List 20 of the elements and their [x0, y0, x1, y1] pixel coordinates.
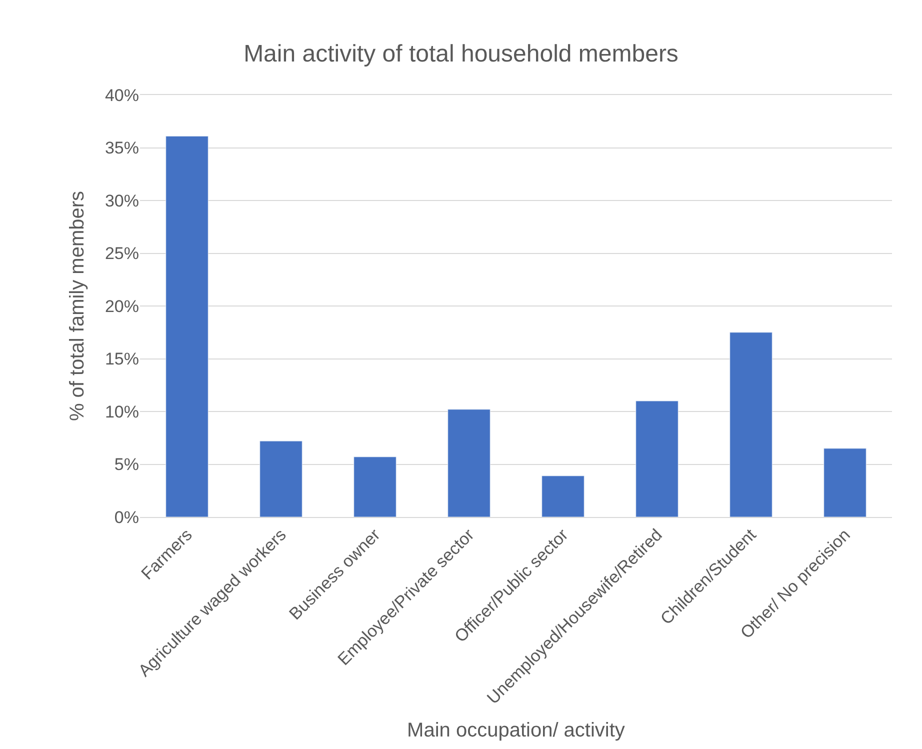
y-tick-label: 20%: [104, 296, 139, 316]
bar: [542, 476, 584, 517]
y-tick-label: 35%: [104, 138, 139, 158]
y-tick-label: 25%: [104, 244, 139, 264]
y-axis-title: % of total family members: [66, 190, 88, 422]
y-tick-label: 40%: [104, 86, 139, 105]
bar: [448, 409, 490, 517]
y-tick-label: 30%: [104, 191, 139, 210]
y-tick-label: 5%: [114, 455, 139, 474]
bar: [730, 332, 772, 517]
x-axis-title: Main occupation/ activity: [407, 719, 625, 742]
bar: [354, 456, 396, 517]
bar: [636, 400, 678, 517]
y-tick-label: 10%: [104, 402, 139, 422]
chart-title: Main activity of total household members: [244, 40, 678, 68]
y-tick-label: 15%: [104, 350, 139, 369]
bar: [166, 136, 208, 517]
y-tick-label: 0%: [114, 508, 139, 527]
bar: [260, 440, 302, 517]
bar: [824, 448, 866, 517]
